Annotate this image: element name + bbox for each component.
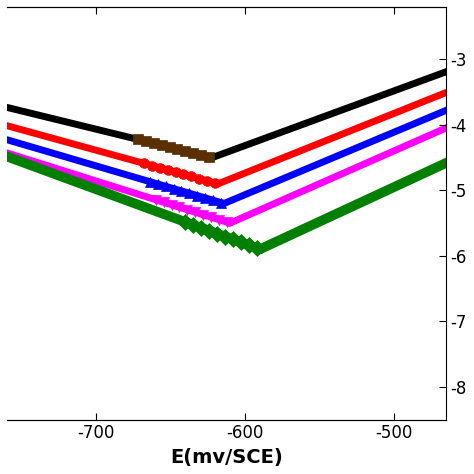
X-axis label: E(mv/SCE): E(mv/SCE) <box>170 448 283 467</box>
